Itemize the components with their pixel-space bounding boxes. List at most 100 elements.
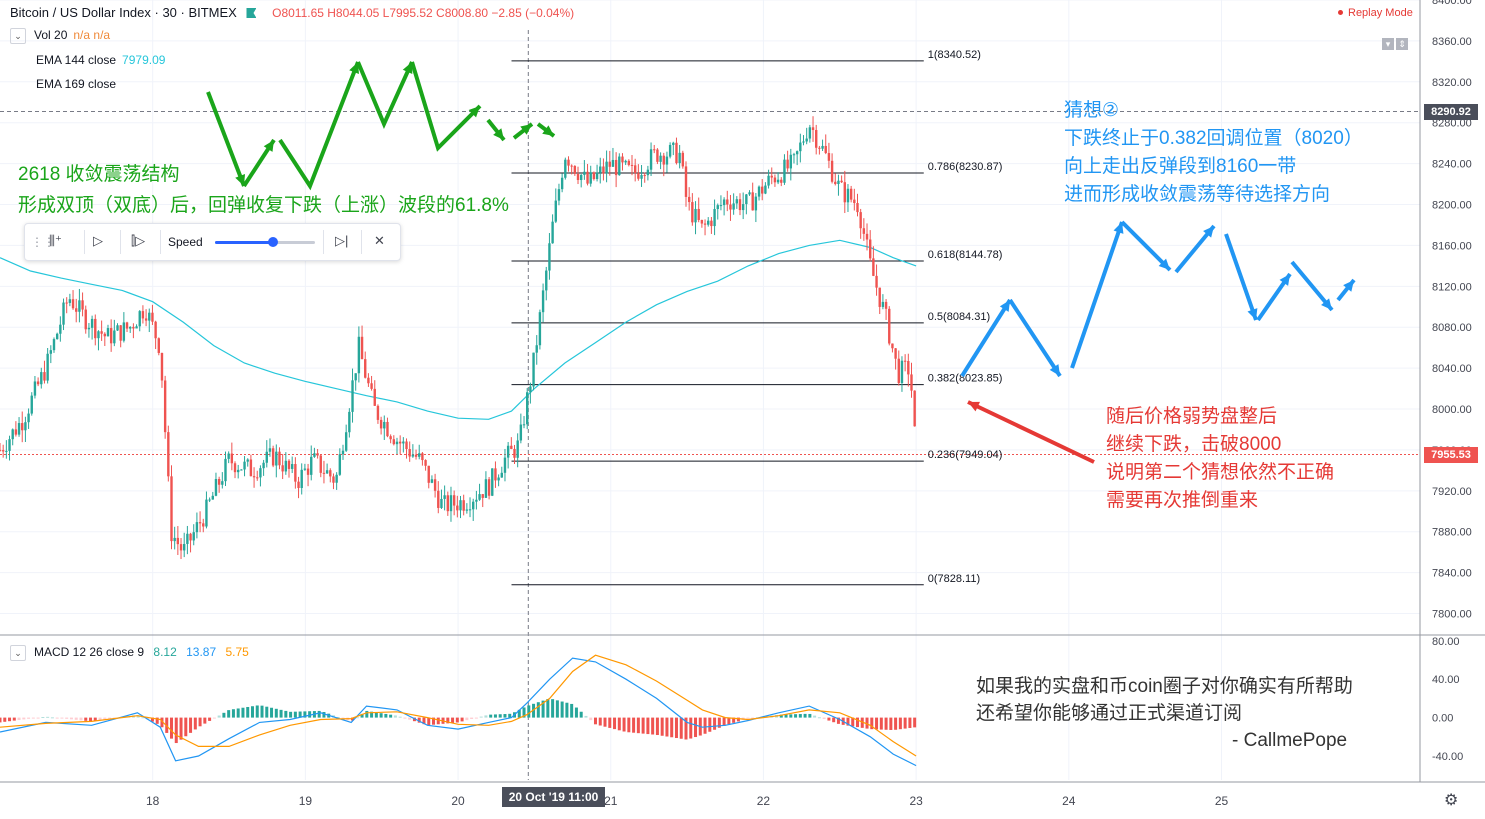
candle-body [189,533,192,541]
drag-handle-icon[interactable]: ⋮⋮ [31,235,55,249]
annotation-red[interactable]: 随后价格弱势盘整后 继续下跌，击破8000 说明第二个猜想依然不正确 需要再次推… [1106,403,1334,515]
legend-macd[interactable]: ⌄ MACD 12 26 close 9 8.12 13.87 5.75 [10,645,249,661]
candle-body [62,302,65,325]
macd-histogram-bar [0,717,2,723]
annotation-green[interactable]: 2618 收敛震荡结构 形成双顶（双底）后，回弹收复下跌（上涨）波段的61.8% [18,162,509,218]
chevron-down-icon[interactable]: ⌄ [10,28,26,44]
candle-body [808,127,812,139]
candle-body [160,352,164,381]
time-tick-label: 19 [299,794,313,808]
gear-icon[interactable]: ⚙ [1444,792,1459,809]
annotation-blue-line2: 下跌终止于0.382回调位置（8020） [1064,128,1363,149]
speed-slider[interactable] [215,237,315,247]
speed-label: Speed [168,235,203,249]
candle-body [554,200,557,222]
candle-body [418,453,421,457]
candle-body [849,188,853,200]
candle-body [789,154,793,169]
jump-to-realtime-icon[interactable]: ▷| [335,233,349,248]
annotation-blue[interactable]: 猜想② 下跌终止于0.382回调位置（8020） 向上走出反弹段到8160一带 … [1064,97,1363,209]
candle-body [872,258,875,276]
close-icon[interactable]: ✕ [374,233,385,248]
candle-body [344,432,348,451]
macd-histogram-bar [384,713,388,718]
candle-body [687,196,691,203]
candle-body [491,468,494,496]
annotation-red-line4: 需要再次推倒重来 [1106,490,1259,511]
minimize-icon[interactable]: ▾ [1382,38,1394,50]
flag-icon[interactable] [246,8,257,18]
candle-body [386,421,389,437]
macd-histogram-bar [679,717,683,739]
macd-histogram-bar [370,711,374,718]
macd-histogram-bar [636,717,640,734]
candle-body [268,448,272,452]
candle-body [240,469,243,471]
candle-body [856,203,859,213]
candle-body [36,381,40,385]
candle-body [500,472,503,478]
fib-level-label: 0(7828.11) [928,573,980,585]
candle-body [452,495,456,506]
macd-histogram-bar [589,717,593,721]
macd-histogram-bar [393,715,397,718]
chevron-down-icon[interactable]: ⌄ [10,645,26,661]
macd-histogram-bar [351,717,355,721]
legend-ema169[interactable]: EMA 169 close [36,77,116,91]
macd-histogram-bar [870,717,874,730]
macd-histogram-bar [203,717,207,724]
select-bar-icon[interactable]: ⫼⁺ [49,233,62,248]
macd-tick-label: 40.00 [1432,674,1460,686]
candle-body [1,450,5,452]
annotation-note[interactable]: 如果我的实盘和币coin圈子对你确实有所帮助 还希望你能够通过正式渠道订阅 - … [976,673,1353,754]
candle-body [802,141,805,143]
macd-histogram-bar [103,717,107,720]
candle-body [217,479,221,485]
candle-body [97,331,100,339]
candle-body [608,161,611,167]
macd-histogram-bar [193,717,197,730]
candle-body [132,326,135,329]
candle-body [354,373,357,381]
legend-ema144[interactable]: EMA 144 close 7979.09 [36,53,165,67]
candle-body [411,454,415,457]
candle-body [722,199,726,206]
candle-body [30,395,33,414]
macd-histogram-bar [365,710,369,718]
candle-body [154,321,157,339]
replay-mode-indicator[interactable]: Replay Mode [1338,7,1413,19]
fib-level-label: 1(8340.52) [928,49,981,61]
candle-body [395,441,399,445]
candle-body [303,468,307,470]
candle-body [173,537,176,542]
price-tick-label: 8280.00 [1432,118,1472,130]
legend-volume[interactable]: ⌄ Vol 20 n/a n/a [10,28,110,44]
symbol-title[interactable]: Bitcoin / US Dollar Index · 30 · BITMEX [10,5,237,20]
candle-body [21,423,24,431]
step-forward-icon[interactable]: ⫿▷ [131,233,146,248]
candle-body [646,169,650,176]
macd-histogram-bar [855,717,859,728]
candle-body [398,441,402,444]
macd-histogram-bar [551,699,555,718]
macd-histogram-bar [493,714,497,718]
macd-histogram-bar [570,703,574,718]
maximize-icon[interactable]: ⇕ [1396,38,1408,50]
macd-histogram-bar [527,705,531,718]
candle-body [478,494,481,500]
macd-histogram-bar [274,708,278,718]
play-icon[interactable]: ▷ [93,233,103,248]
speed-slider-handle[interactable] [268,237,278,247]
macd-histogram-bar [574,707,578,718]
candle-body [773,177,777,183]
macd-histogram-bar [360,713,364,718]
macd-histogram-bar [913,717,917,728]
candle-body [834,181,837,185]
candle-body [456,505,459,511]
price-tick-label: 7800.00 [1432,609,1472,621]
macd-histogram-bar [17,717,21,721]
macd-histogram-bar [379,713,383,718]
candle-body [526,392,529,425]
candle-body [208,499,211,501]
divider [361,230,362,254]
